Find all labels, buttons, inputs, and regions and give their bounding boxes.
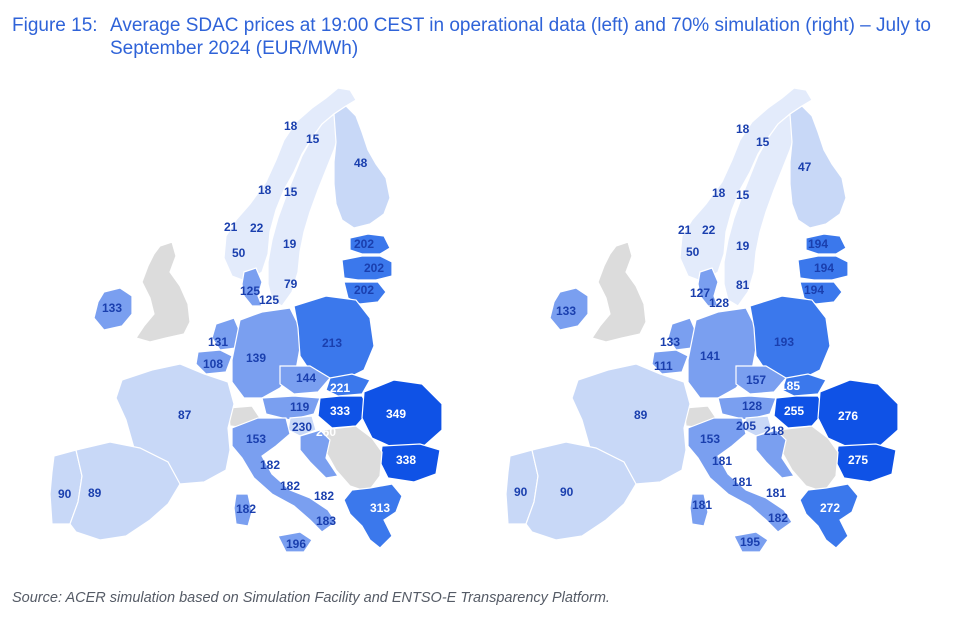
label-ie: 133 — [556, 304, 576, 318]
labels-operational: 18 15 48 18 15 21 22 50 19 202 202 202 1… — [58, 119, 416, 551]
label-pl: 193 — [774, 335, 794, 349]
label-si: 205 — [736, 419, 756, 433]
label-se2: 18 — [258, 183, 272, 197]
labels-simulation: 18 15 47 18 15 21 22 50 19 194 194 194 1… — [514, 122, 868, 549]
label-se1: 15 — [284, 185, 298, 199]
label-fr: 87 — [178, 408, 192, 422]
label-dk1: 125 — [240, 284, 260, 298]
label-cz: 157 — [746, 373, 766, 387]
label-at: 128 — [742, 399, 762, 413]
label-lt: 202 — [354, 283, 374, 297]
label-it_cs: 182 — [280, 479, 300, 493]
label-de: 141 — [700, 349, 720, 363]
label-gr: 313 — [370, 501, 390, 515]
label-sar: 181 — [692, 498, 712, 512]
label-sk: 221 — [330, 381, 350, 395]
label-ro: 349 — [386, 407, 406, 421]
label-se3: 19 — [736, 239, 750, 253]
label-gr: 272 — [820, 501, 840, 515]
label-dk2: 125 — [259, 293, 279, 307]
label-sar: 182 — [236, 502, 256, 516]
label-fi: 48 — [354, 156, 368, 170]
label-be: 111 — [654, 359, 673, 373]
label-ee: 202 — [354, 237, 374, 251]
label-fr: 89 — [634, 408, 648, 422]
figure-title: Figure 15: Average SDAC prices at 19:00 … — [12, 14, 967, 60]
label-it_n: 153 — [700, 432, 720, 446]
label-it_cal: 182 — [768, 511, 788, 525]
label-fi: 47 — [798, 160, 812, 174]
label-no2: 50 — [686, 245, 700, 259]
label-it_cn: 181 — [712, 454, 732, 468]
label-se4: 79 — [284, 277, 298, 291]
label-nl: 133 — [660, 335, 680, 349]
label-it_cal: 183 — [316, 514, 336, 528]
label-cz: 144 — [296, 371, 316, 385]
label-hu: 255 — [784, 404, 804, 418]
label-it_n: 153 — [246, 432, 266, 446]
label-se3: 19 — [283, 237, 297, 251]
label-it_cn: 182 — [260, 458, 280, 472]
label-pl: 213 — [322, 336, 342, 350]
label-dk1: 127 — [690, 286, 710, 300]
label-pt: 90 — [514, 485, 528, 499]
label-si: 230 — [292, 420, 312, 434]
label-bg: 338 — [396, 453, 416, 467]
label-it_s: 181 — [766, 486, 786, 500]
label-it_s: 182 — [314, 489, 334, 503]
label-lv: 202 — [364, 261, 384, 275]
label-se1: 15 — [736, 188, 750, 202]
label-pt: 90 — [58, 487, 72, 501]
map-simulation: 18 15 47 18 15 21 22 50 19 194 194 194 1… — [505, 87, 899, 553]
label-sic: 196 — [286, 537, 306, 551]
label-hu: 333 — [330, 404, 350, 418]
label-no1: 22 — [250, 221, 264, 235]
label-no4: 18 — [736, 122, 750, 136]
source-note: Source: ACER simulation based on Simulat… — [12, 590, 610, 606]
label-no4: 18 — [284, 119, 298, 133]
label-se2: 18 — [712, 186, 726, 200]
label-de: 139 — [246, 351, 266, 365]
map-operational: 18 15 48 18 15 21 22 50 19 202 202 202 1… — [49, 87, 443, 553]
figure-title-text: Average SDAC prices at 19:00 CEST in ope… — [110, 15, 931, 59]
label-lv: 194 — [814, 261, 834, 275]
label-no3: 15 — [306, 132, 320, 146]
label-no1: 22 — [702, 223, 716, 237]
label-ee: 194 — [808, 237, 828, 251]
label-ro: 276 — [838, 409, 858, 423]
label-at: 119 — [290, 400, 310, 414]
label-sic: 195 — [740, 535, 760, 549]
label-es: 89 — [88, 486, 102, 500]
label-se4: 81 — [736, 278, 750, 292]
label-no5: 21 — [678, 223, 692, 237]
label-no5: 21 — [224, 220, 238, 234]
label-dk2: 128 — [709, 296, 729, 310]
label-it_cs: 181 — [732, 475, 752, 489]
label-es: 90 — [560, 485, 574, 499]
label-no3: 15 — [756, 135, 770, 149]
label-nl: 131 — [208, 335, 228, 349]
label-sk: 185 — [780, 379, 800, 393]
label-lt: 194 — [804, 283, 824, 297]
label-ie: 133 — [102, 301, 122, 315]
figure-number: Figure 15: — [12, 15, 98, 36]
label-bg: 275 — [848, 453, 868, 467]
label-hr: 218 — [764, 424, 784, 438]
label-no2: 50 — [232, 246, 246, 260]
label-be: 108 — [203, 357, 223, 371]
label-hr: 260 — [316, 425, 336, 439]
